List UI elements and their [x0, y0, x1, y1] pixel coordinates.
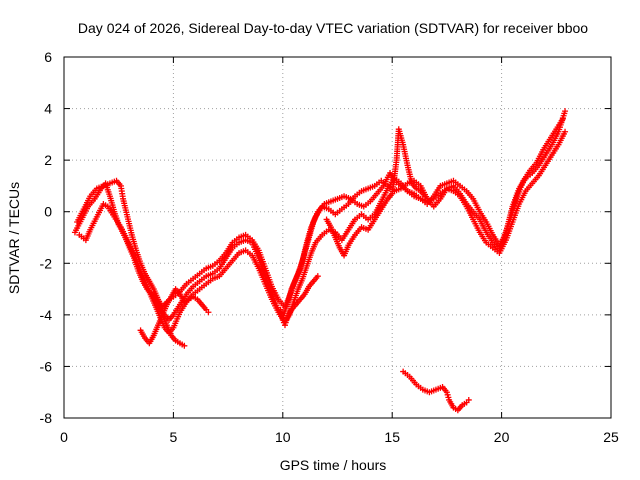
- data-point: [422, 193, 429, 200]
- data-points: [71, 108, 569, 414]
- data-point: [181, 342, 188, 349]
- chart-title: Day 024 of 2026, Sidereal Day-to-day VTE…: [78, 20, 588, 36]
- y-tick-label: -6: [40, 358, 53, 374]
- x-tick-label: 25: [603, 429, 619, 445]
- x-tick-label: 0: [60, 429, 68, 445]
- data-point: [314, 273, 321, 280]
- y-tick-label: 2: [44, 152, 52, 168]
- y-tick-label: 0: [44, 204, 52, 220]
- y-tick-label: -8: [40, 410, 53, 426]
- y-axis-label: SDTVAR / TECUs: [6, 182, 22, 294]
- axis-ticks: 0 5 10 15 20 25 -8 -6 -4 -2 0 2 4 6: [40, 49, 619, 445]
- y-tick-label: -2: [40, 255, 53, 271]
- x-axis-label: GPS time / hours: [280, 457, 387, 473]
- data-point: [562, 108, 569, 115]
- y-tick-label: -4: [40, 307, 53, 323]
- plot-frame: [63, 56, 612, 419]
- x-tick-label: 15: [384, 429, 400, 445]
- x-tick-label: 5: [170, 429, 178, 445]
- x-tick-label: 20: [494, 429, 510, 445]
- data-point: [465, 396, 472, 403]
- y-tick-label: 4: [44, 101, 52, 117]
- x-tick-label: 10: [275, 429, 291, 445]
- data-point: [205, 309, 212, 316]
- data-point: [562, 128, 569, 135]
- y-tick-label: 6: [44, 49, 52, 65]
